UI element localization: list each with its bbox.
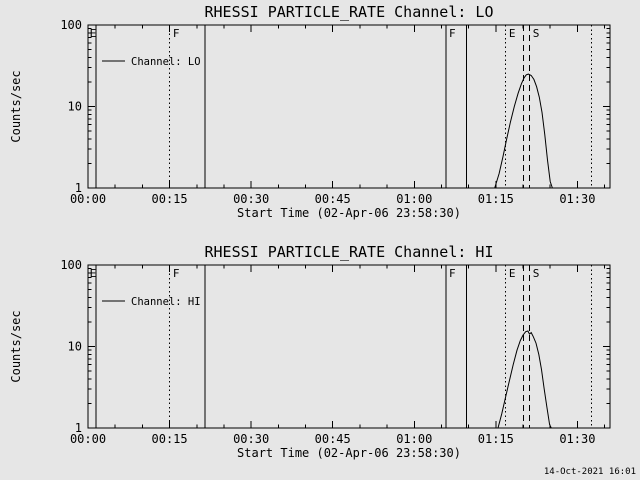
y-tick-label: 10: [68, 100, 82, 114]
x-axis-label: Start Time (02-Apr-06 23:58:30): [237, 446, 461, 460]
event-flag-label: F: [449, 267, 456, 280]
chart-title: RHESSI PARTICLE_RATE Channel: LO: [205, 3, 494, 21]
x-tick-label: 00:00: [70, 432, 106, 446]
x-tick-label: 00:45: [315, 432, 351, 446]
legend-label: Channel: HI: [131, 296, 201, 308]
x-tick-label: 01:00: [396, 432, 432, 446]
x-tick-label: 01:00: [396, 192, 432, 206]
event-flag-lines: [95, 265, 593, 428]
y-axis-label: Counts/sec: [9, 310, 23, 382]
x-tick-label: 00:45: [315, 192, 351, 206]
plot-box: [87, 24, 611, 189]
x-tick-label: 00:15: [152, 432, 188, 446]
axis-ticks: [87, 264, 610, 429]
x-tick-label: 00:00: [70, 192, 106, 206]
event-flag-label: F: [173, 267, 180, 280]
event-flag-label: F: [173, 27, 180, 40]
legend-label: Channel: LO: [131, 56, 201, 68]
axis-ticks: [87, 24, 610, 189]
event-flag-label: F: [449, 27, 456, 40]
x-tick-label: 00:30: [233, 192, 269, 206]
event-flag-label: E: [90, 267, 97, 280]
event-flag-label: S: [533, 267, 540, 280]
event-flag-label: E: [90, 27, 97, 40]
x-tick-label: 00:30: [233, 432, 269, 446]
panel-hi: RHESSI PARTICLE_RATE Channel: HI 00:00 00:…: [9, 243, 611, 460]
event-flag-label: S: [533, 27, 540, 40]
panel-lo: RHESSI PARTICLE_RATE Channel: LO 00:00 00:…: [9, 3, 611, 220]
chart-title: RHESSI PARTICLE_RATE Channel: HI: [205, 243, 494, 261]
plot-timestamp: 14-Oct-2021 16:01: [543, 467, 636, 477]
y-tick-label: 100: [60, 258, 82, 272]
y-tick-label: 1: [75, 421, 82, 435]
x-tick-label: 01:30: [559, 192, 595, 206]
y-axis-label: Counts/sec: [9, 70, 23, 142]
series-hi: [497, 330, 552, 429]
y-tick-label: 100: [60, 18, 82, 32]
event-flag-lines: [95, 25, 593, 188]
x-tick-label: 01:15: [478, 192, 514, 206]
x-tick-label: 01:15: [478, 432, 514, 446]
y-tick-label: 1: [75, 181, 82, 195]
event-flag-label: E: [509, 27, 516, 40]
plot-box: [87, 264, 611, 429]
x-tick-label: 01:30: [559, 432, 595, 446]
x-axis-label: Start Time (02-Apr-06 23:58:30): [237, 206, 461, 220]
event-flag-label: E: [509, 267, 516, 280]
series-lo: [494, 73, 553, 189]
y-tick-label: 10: [68, 340, 82, 354]
x-tick-label: 00:15: [152, 192, 188, 206]
